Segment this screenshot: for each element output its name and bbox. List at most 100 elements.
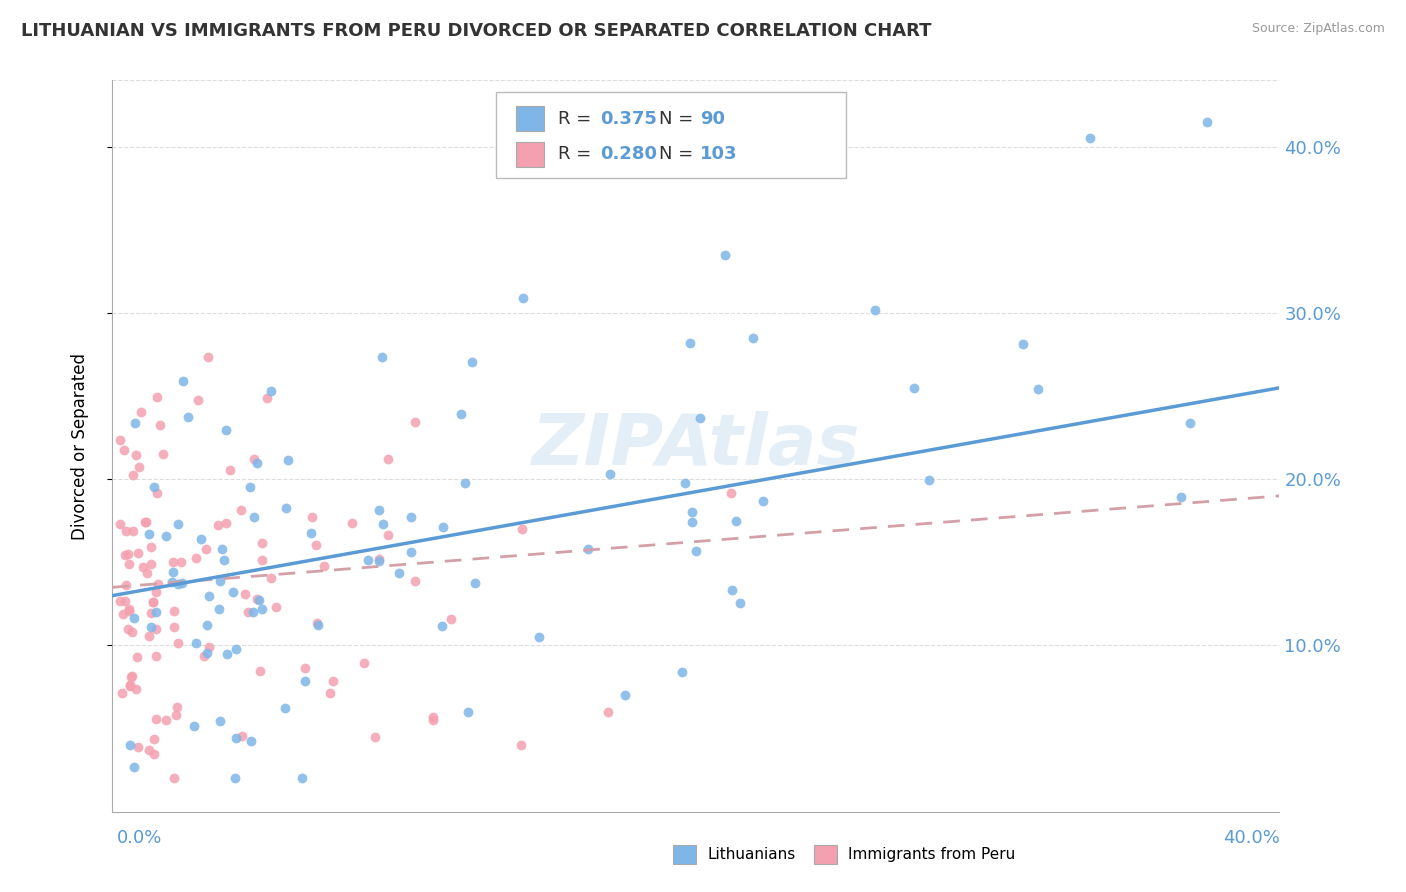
Point [145, 712, 167, 726]
Point [118, 558, 141, 572]
Point [256, 392, 278, 406]
Point [211, 541, 233, 556]
Point [208, 574, 231, 588]
Point [165, 708, 187, 723]
Point [111, 686, 134, 700]
Point [247, 593, 270, 607]
Point [353, 657, 375, 671]
Point [242, 605, 264, 619]
Point [510, 522, 533, 536]
Point [671, 665, 693, 679]
Point [195, 541, 218, 556]
Point [143, 480, 166, 494]
Point [136, 566, 159, 581]
Point [274, 501, 297, 516]
Point [118, 679, 141, 693]
Point [132, 560, 155, 574]
Point [1180, 416, 1202, 430]
Point [118, 678, 141, 692]
Point [243, 451, 266, 466]
Point [122, 524, 145, 538]
Point [117, 623, 139, 637]
Point [689, 410, 711, 425]
Point [160, 574, 183, 589]
Point [322, 673, 344, 688]
Point [1170, 491, 1192, 505]
Point [186, 636, 208, 650]
Point [224, 772, 246, 786]
Point [146, 486, 169, 500]
Point [138, 629, 160, 643]
Point [108, 517, 131, 532]
Point [307, 615, 329, 630]
Point [135, 515, 157, 529]
Point [576, 542, 599, 557]
Point [125, 649, 148, 664]
Point [509, 738, 531, 752]
Point [231, 729, 253, 743]
Point [215, 423, 238, 437]
Text: R =: R = [558, 145, 598, 163]
Point [163, 604, 186, 618]
Point [155, 713, 177, 727]
Point [121, 668, 143, 682]
Point [197, 350, 219, 364]
Point [120, 670, 142, 684]
Point [142, 731, 165, 746]
Point [143, 747, 166, 761]
Point [728, 596, 751, 610]
Point [195, 618, 218, 632]
Point [367, 551, 389, 566]
Point [681, 505, 703, 519]
Point [294, 674, 316, 689]
Point [681, 516, 703, 530]
Text: N =: N = [659, 145, 699, 163]
Text: 0.0%: 0.0% [117, 829, 162, 847]
Text: LITHUANIAN VS IMMIGRANTS FROM PERU DIVORCED OR SEPARATED CORRELATION CHART: LITHUANIAN VS IMMIGRANTS FROM PERU DIVOR… [21, 22, 932, 40]
Point [240, 734, 263, 748]
Point [187, 392, 209, 407]
Point [371, 516, 394, 531]
Point [260, 571, 283, 585]
Point [274, 701, 297, 715]
Point [111, 607, 134, 622]
Point [114, 594, 136, 608]
Point [128, 460, 150, 475]
Point [142, 594, 165, 608]
Point [229, 503, 252, 517]
Point [127, 546, 149, 560]
Point [193, 648, 215, 663]
Point [195, 646, 218, 660]
Point [166, 636, 188, 650]
Text: Source: ZipAtlas.com: Source: ZipAtlas.com [1251, 22, 1385, 36]
Point [903, 380, 925, 394]
Point [212, 553, 235, 567]
Point [225, 641, 247, 656]
Point [162, 566, 184, 580]
Point [512, 291, 534, 305]
Point [145, 390, 167, 404]
Point [725, 514, 748, 528]
Point [401, 545, 423, 559]
Point [114, 549, 136, 563]
Point [464, 576, 486, 591]
Point [751, 494, 773, 508]
Point [250, 553, 273, 567]
Point [399, 510, 422, 524]
Point [149, 418, 172, 433]
Point [461, 355, 484, 369]
Point [124, 760, 146, 774]
Point [314, 559, 336, 574]
Point [117, 547, 139, 561]
Point [215, 647, 238, 661]
Point [307, 618, 329, 632]
Point [356, 553, 378, 567]
Text: Immigrants from Peru: Immigrants from Peru [848, 847, 1015, 862]
Point [685, 543, 707, 558]
Point [118, 604, 141, 618]
Point [138, 743, 160, 757]
Point [124, 416, 146, 430]
Point [720, 486, 742, 500]
Point [183, 719, 205, 733]
Point [404, 574, 426, 588]
